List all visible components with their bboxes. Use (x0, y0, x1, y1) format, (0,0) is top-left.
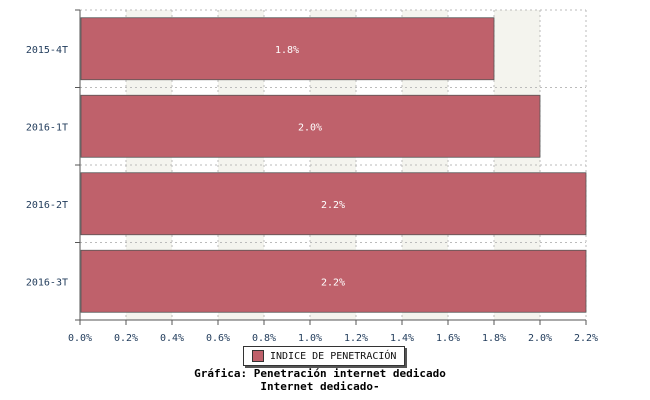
x-tick-label: 1.0% (298, 333, 322, 344)
chart-caption: Gráfica: Penetración internet dedicado I… (0, 367, 640, 393)
legend-label: INDICE DE PENETRACIÓN (270, 350, 397, 362)
x-tick-label: 0.2% (114, 333, 138, 344)
bar (80, 249, 587, 313)
category-label: 2016-2T (26, 200, 68, 211)
x-tick-label: 2.2% (574, 333, 598, 344)
bar (80, 172, 587, 236)
bar-value-label: 2.0% (298, 122, 322, 133)
category-label: 2015-4T (26, 45, 68, 56)
bar-value-label: 2.2% (321, 200, 345, 211)
category-label: 2016-1T (26, 122, 68, 133)
caption-line-2: Internet dedicado- (260, 380, 380, 393)
x-tick-label: 0.6% (206, 333, 230, 344)
legend: INDICE DE PENETRACIÓN (243, 346, 406, 366)
x-tick-label: 0.0% (68, 333, 92, 344)
x-tick-label: 1.8% (482, 333, 506, 344)
bar (80, 94, 541, 158)
bar-value-label: 1.8% (275, 45, 299, 56)
bar-value-label: 2.2% (321, 277, 345, 288)
x-tick-label: 2.0% (528, 333, 552, 344)
category-label: 2016-3T (26, 277, 68, 288)
bar (80, 17, 495, 81)
x-tick-label: 1.2% (344, 333, 368, 344)
x-tick-label: 1.4% (390, 333, 414, 344)
x-tick-label: 0.8% (252, 333, 276, 344)
caption-line-1: Gráfica: Penetración internet dedicado (194, 367, 446, 380)
legend-swatch (252, 350, 264, 362)
x-tick-label: 0.4% (160, 333, 184, 344)
bar-chart: 1.8% 2015-4T 2.0% 2016-1T 2.2% 2016-2T 2.2% 201… (26, 9, 598, 344)
x-tick-label: 1.6% (436, 333, 460, 344)
